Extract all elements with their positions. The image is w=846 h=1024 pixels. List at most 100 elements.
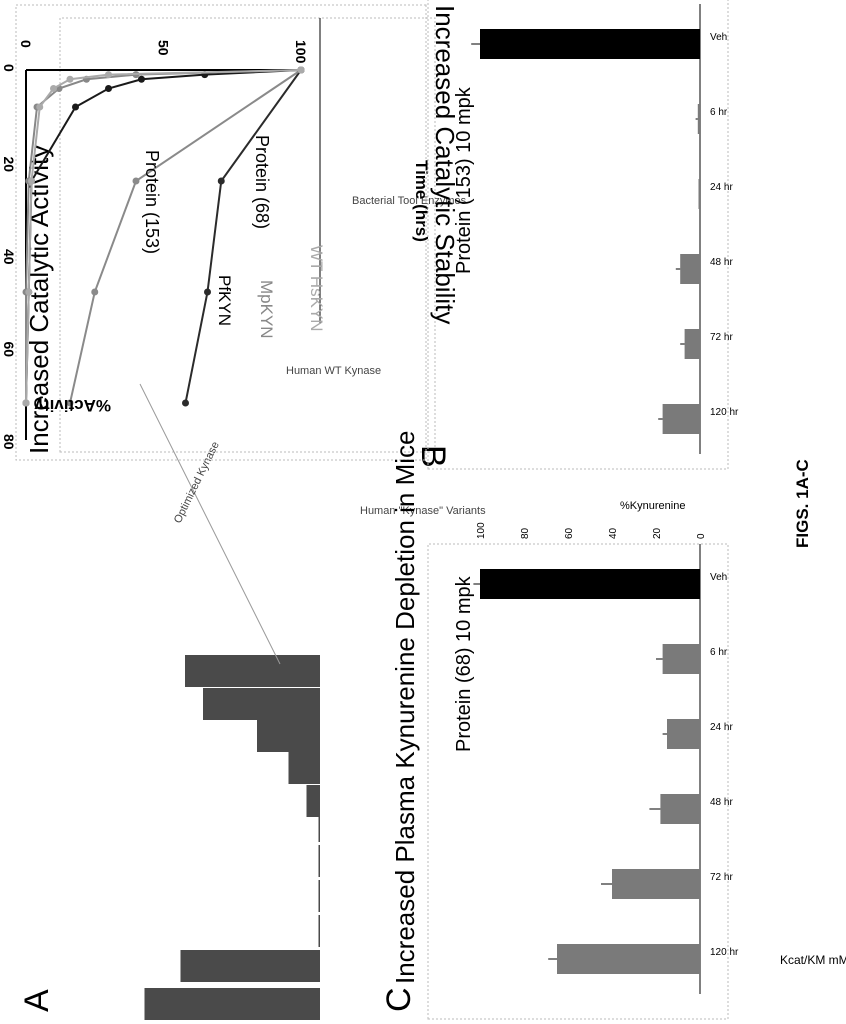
panel-a-bar (180, 950, 320, 982)
panel-c-x-tick-label: 72 hr (710, 872, 733, 883)
panel-c-x-tick-label: 48 hr (710, 257, 733, 268)
panel-c-y-tick-label: 80 (520, 527, 531, 539)
panel-c-y-tick-label: 0 (696, 533, 707, 539)
panel-b-y-tick-label: 100 (293, 40, 309, 64)
panel-c-y-tick-label: 20 (652, 527, 663, 539)
panel-b-title: Increased Catalytic Stability (430, 5, 460, 324)
panel-b-series-line (184, 69, 302, 404)
panel-b-ylabel: %Activity (34, 396, 111, 415)
panel-c-bar (480, 569, 700, 599)
panel-c-y-tick-label: 60 (564, 527, 575, 539)
panel-b-data-point (91, 288, 99, 296)
panel-c2-frame (427, 0, 729, 470)
panel-c-bar (684, 329, 700, 359)
series-label-wt-hskyn: WT HsKYN (307, 245, 326, 332)
panel-b-frame (15, 4, 427, 461)
annotation-human-wt: Human WT Kynase (286, 365, 381, 377)
panel-c-bar (680, 254, 701, 284)
group-label-human-variants: Human "Kynase" Variants (360, 505, 486, 517)
panel-c1: 0 20 40 60 80 100 %Kynurenine Veh 6 hr 24 hr 48 hr… (473, 500, 739, 994)
panel-c-bar (667, 719, 700, 749)
panel-a-bar (257, 720, 320, 752)
panel-c-bar (662, 404, 700, 434)
panel-a-bar (203, 688, 320, 720)
panel-b-data-point (105, 71, 112, 79)
panel-a-bar (318, 845, 320, 877)
panel-c-title: Increased Plasma Kynurenine Depletion in… (390, 430, 420, 984)
panel-a-bar (144, 988, 320, 1020)
panel-a-bar (185, 655, 320, 687)
panel-a: A Increased Catalytic Activity Kcat/KM m… (18, 17, 846, 1020)
panel-c: C Increased Plasma Kynurenine Depletion … (380, 0, 739, 1020)
panel-b-x-tick-label: 40 (1, 249, 17, 265)
panel-b-y-tick-label: 50 (156, 40, 172, 56)
panel-c-bar (662, 644, 700, 674)
panel-c-ylabel: %Kynurenine (620, 500, 685, 512)
panel-c-bar (660, 794, 701, 824)
panel-c-x-tick-label: 48 hr (710, 797, 733, 808)
panel-a-bar (288, 752, 320, 784)
panel-b-series-line (25, 69, 302, 404)
panel-b-series-line (25, 69, 302, 404)
figure-label: FIGS. 1A-C (793, 459, 812, 548)
panel-c2-subtitle: Protein (153) 10 mpk (453, 86, 475, 274)
series-label-mpkyn: MpKYN (257, 280, 276, 339)
panel-c-x-tick-label: Veh (710, 572, 727, 583)
panel-b-x-tick-label: 20 (1, 157, 17, 173)
panel-a-frame (59, 17, 436, 453)
panel-c-bar (480, 29, 700, 59)
panel-c1-subtitle: Protein (68) 10 mpk (453, 575, 475, 752)
panel-c-x-tick-label: 120 hr (710, 947, 739, 958)
panel-b-data-point (50, 85, 57, 92)
annotation-optimized: Optimized Kynase (172, 440, 222, 525)
panel-b-data-point (132, 177, 140, 185)
panel-a-bar (306, 785, 320, 817)
panel-b-data-point (105, 85, 112, 92)
panel-c-bar (612, 869, 700, 899)
panel-b-data-point (138, 75, 145, 83)
panel-a-bars (144, 655, 320, 1020)
panel-b-data-point (204, 288, 211, 296)
panel-a-bar (318, 810, 320, 842)
panel-c-bar (697, 104, 700, 134)
panel-c-letter: C (380, 987, 418, 1012)
panel-c-x-tick-label: 120 hr (710, 407, 739, 418)
panel-c-x-tick-label: 6 hr (710, 647, 728, 658)
panel-b-data-point (36, 103, 44, 111)
panel-c-x-tick-label: 6 hr (710, 107, 728, 118)
panel-b-data-point (66, 399, 74, 407)
series-label-protein-153: Protein (153) (142, 150, 162, 254)
optimized-kynase-arrow (139, 383, 281, 665)
panel-a-bar (318, 880, 320, 912)
panel-b-data-point (66, 75, 74, 83)
panel-a-bar (318, 915, 320, 947)
panel-a-ylabel: Kcat/KM mM⁻¹s⁻¹ (780, 953, 846, 967)
panel-b-series-line (69, 69, 302, 404)
panel-c-y-tick-label: 40 (608, 527, 619, 539)
panel-b: B Increased Catalytic Stability 0 20 40 60 8… (1, 4, 460, 468)
group-label-bacterial: Bacterial Tool Enzymes (352, 195, 467, 207)
panel-c-y-tick-label: 100 (476, 522, 487, 539)
series-label-pfkyn: PfKYN (215, 275, 234, 326)
panel-b-data-point (182, 399, 189, 407)
series-label-protein-68: Protein (68) (252, 135, 272, 229)
panel-b-data-point (297, 66, 305, 74)
panel-b-data-point (25, 288, 33, 296)
panel-c-x-tick-label: 72 hr (710, 332, 733, 343)
panel-c-x-tick-label: Veh (710, 32, 727, 43)
panel-b-series-line (25, 69, 302, 403)
panel-c-x-tick-label: 24 hr (710, 722, 733, 733)
panel-b-x-tick-label: 60 (1, 342, 17, 358)
panel-b-xlabel: Time (hrs) (412, 160, 431, 242)
panel-b-data-point (217, 177, 225, 185)
panel-b-lines (22, 66, 305, 407)
panel-b-data-point (22, 399, 30, 407)
panel-a-letter: A (18, 989, 56, 1012)
panel-b-data-point (72, 103, 79, 111)
panel-c-bar (557, 944, 700, 974)
panel-c-x-tick-label: 24 hr (710, 182, 733, 193)
panel-b-x-tick-label: 0 (1, 64, 17, 72)
panel-c1-frame (427, 543, 729, 1020)
